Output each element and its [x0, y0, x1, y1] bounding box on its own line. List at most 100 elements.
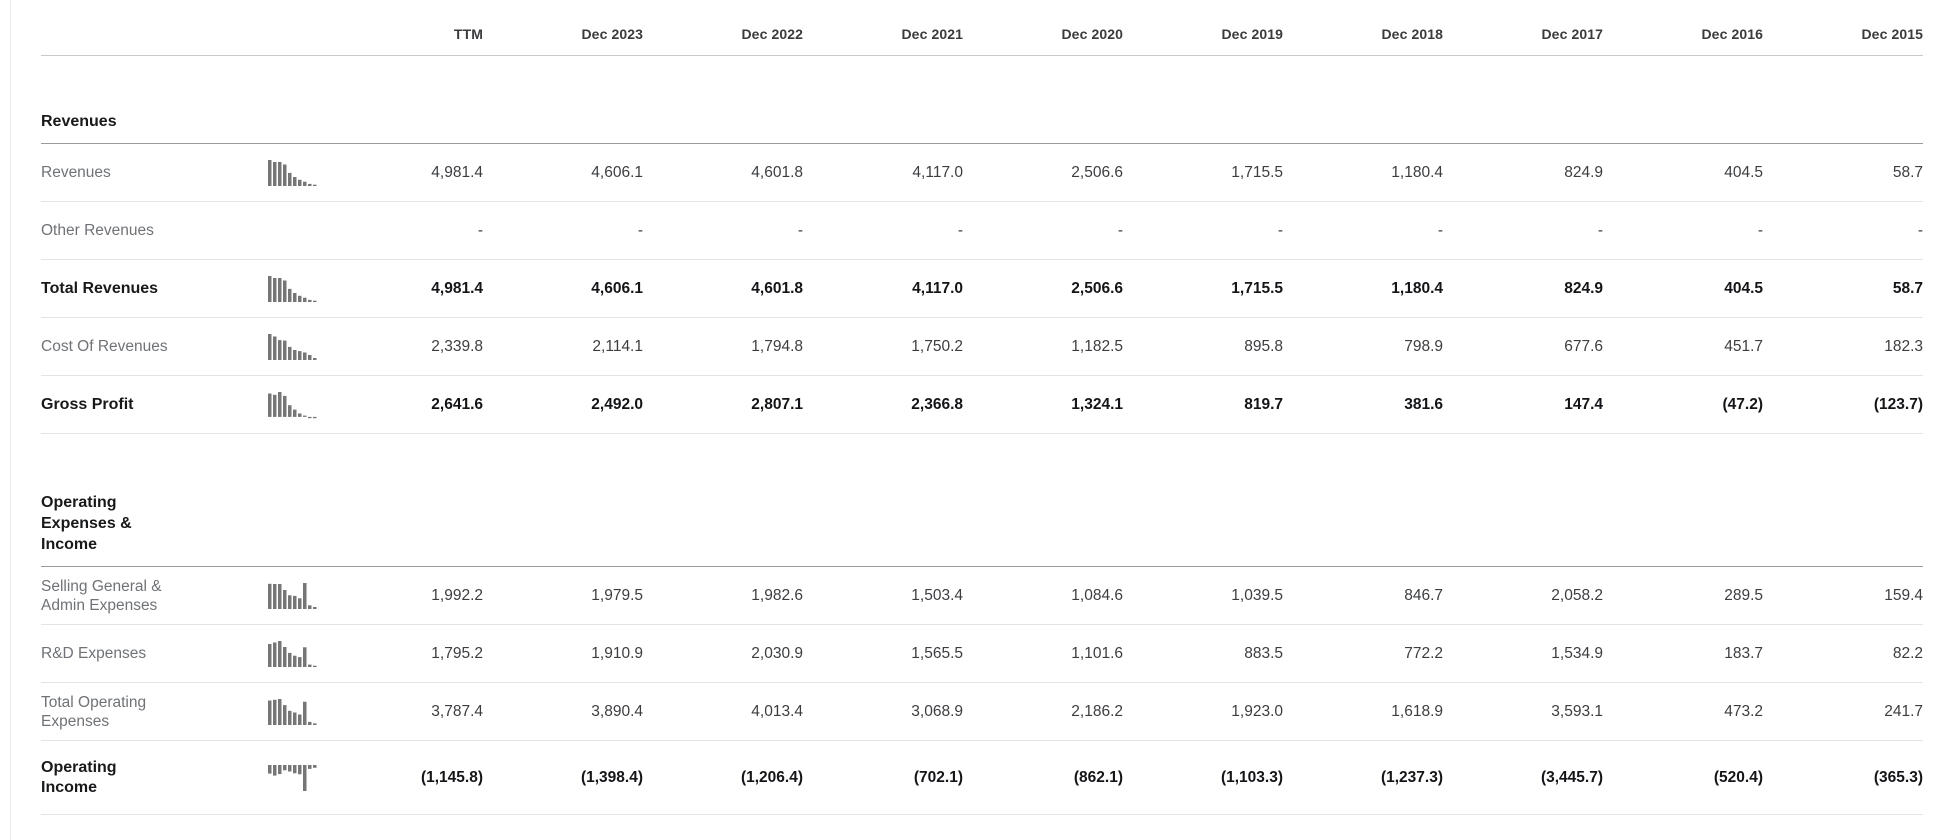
row-sparkline-chart [268, 391, 317, 418]
value-cell: 824.9 [1564, 163, 1603, 181]
value-cell: 1,910.9 [591, 644, 643, 662]
value-cell: 1,982.6 [751, 586, 803, 604]
column-header-dec-2017: Dec 2017 [1541, 26, 1603, 42]
value-cell: (1,145.8) [420, 768, 483, 786]
value-cell: 1,084.6 [1071, 586, 1123, 604]
value-cell: 4,981.4 [431, 279, 483, 297]
value-cell: (123.7) [1873, 395, 1923, 413]
value-cell: 404.5 [1724, 163, 1763, 181]
sparkline-cell [173, 329, 323, 365]
row-sparkline-chart [268, 764, 317, 791]
value-cell: 2,339.8 [431, 337, 483, 355]
table-row: Operating Income (1,145.8) (1,398.4) (1,206… [41, 741, 1923, 815]
row-sparkline-chart [268, 159, 317, 186]
value-cell: 2,807.1 [751, 395, 803, 413]
value-cell: 1,618.9 [1391, 702, 1443, 720]
value-cell: 846.7 [1404, 586, 1443, 604]
value-cell: 2,030.9 [751, 644, 803, 662]
table-row: Revenues 4,981.4 4,606.1 4,601.8 4,117.0 2,50… [41, 144, 1923, 202]
value-cell: 82.2 [1892, 644, 1923, 662]
value-cell: - [637, 221, 643, 239]
value-cell: - [1757, 221, 1763, 239]
value-cell: 4,117.0 [912, 163, 963, 181]
value-cell: 1,923.0 [1231, 702, 1283, 720]
table-row: Selling General & Admin Expenses 1,992.2 1… [41, 567, 1923, 625]
row-label: Gross Profit [41, 395, 134, 413]
value-cell: 182.3 [1884, 337, 1923, 355]
value-cell: 1,565.5 [911, 644, 963, 662]
value-cell: 4,606.1 [591, 279, 643, 297]
value-cell: - [1277, 221, 1283, 239]
value-cell: 3,890.4 [591, 702, 643, 720]
value-cell: 451.7 [1724, 337, 1763, 355]
column-header-ttm: TTM [453, 26, 483, 42]
value-cell: 819.7 [1244, 395, 1283, 413]
value-cell: (47.2) [1722, 395, 1764, 413]
value-cell: - [1597, 221, 1603, 239]
value-cell: 2,366.8 [911, 395, 963, 413]
value-cell: 1,180.4 [1391, 279, 1443, 297]
value-cell: 798.9 [1404, 337, 1443, 355]
value-cell: 4,117.0 [912, 279, 963, 297]
value-cell: 1,180.4 [1391, 163, 1443, 181]
value-cell: 1,794.8 [751, 337, 803, 355]
value-cell: 4,601.8 [751, 163, 803, 181]
value-cell: - [1117, 221, 1123, 239]
row-label: Cost Of Revenues [41, 338, 168, 355]
sparkline-cell [173, 694, 323, 730]
value-cell: 1,039.5 [1231, 586, 1283, 604]
value-cell: (365.3) [1873, 768, 1923, 786]
value-cell: (520.4) [1713, 768, 1763, 786]
row-sparkline-chart [268, 582, 317, 609]
row-label: Total Revenues [41, 279, 159, 297]
row-sparkline-chart [268, 640, 317, 667]
value-cell: 1,750.2 [911, 337, 963, 355]
row-label: R&D Expenses [41, 645, 147, 662]
sparkline-cell [173, 271, 323, 307]
value-cell: 2,186.2 [1071, 702, 1123, 720]
value-cell: 58.7 [1892, 163, 1923, 181]
value-cell: 2,492.0 [591, 395, 643, 413]
column-header-dec-2018: Dec 2018 [1381, 26, 1443, 42]
value-cell: 3,068.9 [911, 702, 963, 720]
value-cell: 1,992.2 [431, 586, 483, 604]
row-label: Selling General & Admin Expenses [41, 577, 162, 614]
value-cell: 1,715.5 [1231, 163, 1283, 181]
value-cell: 2,506.6 [1071, 279, 1123, 297]
value-cell: 404.5 [1724, 279, 1763, 297]
value-cell: 4,601.8 [751, 279, 803, 297]
value-cell: 183.7 [1724, 644, 1763, 662]
value-cell: 2,506.6 [1071, 163, 1123, 181]
table-row: Other Revenues - - - - - - - - - - [41, 202, 1923, 260]
value-cell: 241.7 [1884, 702, 1923, 720]
left-divider [10, 0, 11, 840]
table-row: Total Revenues 4,981.4 4,606.1 4,601.8 4,117… [41, 260, 1923, 318]
row-label: Revenues [41, 164, 111, 181]
sparkline-cell [173, 387, 323, 423]
column-header-dec-2019: Dec 2019 [1221, 26, 1283, 42]
column-header-row: TTM Dec 2023 Dec 2022 Dec 2021 Dec 2020 Dec 2… [41, 0, 1923, 56]
value-cell: 289.5 [1724, 586, 1763, 604]
sparkline-cell [173, 213, 323, 249]
section-title: Operating Expenses & Income [41, 494, 132, 553]
section-header-row: Revenues [41, 56, 1923, 144]
row-sparkline-chart [268, 698, 317, 725]
financials-table-scroll[interactable]: TTM Dec 2023 Dec 2022 Dec 2021 Dec 2020 Dec 2… [41, 0, 1923, 815]
sparkline-cell [173, 155, 323, 191]
value-cell: 2,641.6 [431, 395, 483, 413]
value-cell: 1,715.5 [1231, 279, 1283, 297]
value-cell: (702.1) [913, 768, 963, 786]
column-header-dec-2021: Dec 2021 [901, 26, 963, 42]
value-cell: 895.8 [1244, 337, 1283, 355]
column-header-dec-2023: Dec 2023 [581, 26, 643, 42]
value-cell: 473.2 [1724, 702, 1763, 720]
value-cell: - [797, 221, 803, 239]
value-cell: 1,101.6 [1071, 644, 1123, 662]
column-header-dec-2016: Dec 2016 [1701, 26, 1763, 42]
value-cell: (1,398.4) [580, 768, 643, 786]
value-cell: 2,114.1 [592, 337, 643, 355]
value-cell: 677.6 [1564, 337, 1603, 355]
value-cell: 1,324.1 [1071, 395, 1123, 413]
table-row: Total Operating Expenses 3,787.4 3,890.4 4,… [41, 683, 1923, 741]
